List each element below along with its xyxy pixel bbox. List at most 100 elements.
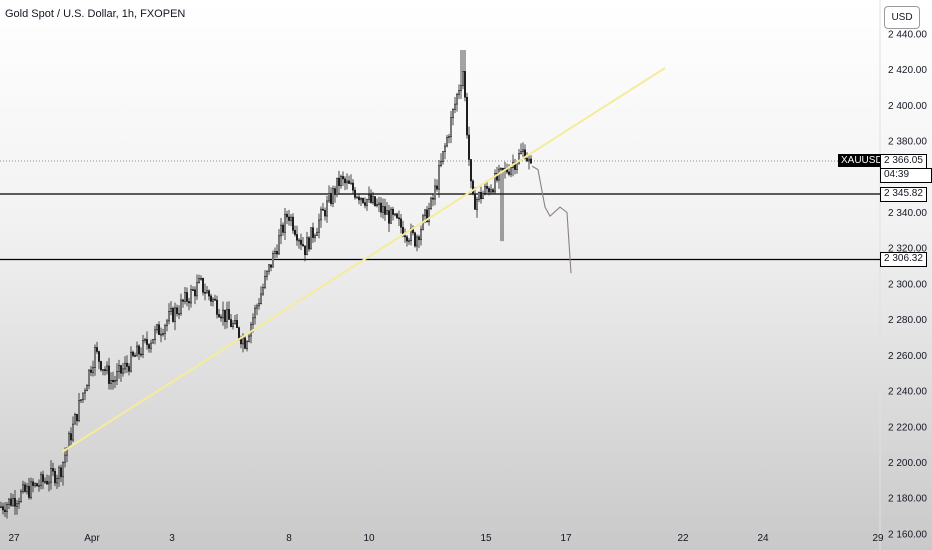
candle-body [192, 289, 195, 291]
candle-body [14, 498, 17, 507]
candle-body [365, 199, 368, 206]
candle-body [96, 347, 99, 352]
candle-body [186, 292, 189, 302]
candle-body [162, 333, 165, 335]
candle-body [475, 199, 478, 210]
candle-body [291, 216, 294, 231]
candle-body [25, 485, 28, 492]
candle-body [385, 210, 388, 215]
candle-body [196, 282, 199, 297]
candle-body [321, 208, 324, 211]
candle-body [31, 481, 34, 486]
candle-body [469, 159, 472, 182]
candle-body [473, 193, 476, 210]
candle-body [130, 351, 133, 372]
candle-body [49, 468, 52, 483]
candle-body [393, 213, 396, 216]
candle-body [319, 208, 322, 221]
candle-body [246, 341, 249, 349]
candle-body [451, 109, 454, 119]
candle-body [236, 320, 239, 328]
candle-body [98, 351, 101, 362]
candle-body [455, 94, 458, 105]
candle-body [377, 202, 380, 205]
candle-body [94, 347, 97, 368]
candle-body [391, 208, 394, 215]
candle-body [112, 380, 115, 383]
candle-body [108, 365, 111, 384]
candle-body [299, 239, 302, 245]
candle-body [317, 219, 320, 233]
candle-body [208, 290, 211, 297]
candle-body [471, 180, 474, 195]
candle-body [425, 209, 428, 223]
candle-body [301, 244, 304, 247]
candle-body [210, 295, 213, 302]
candle-body [76, 413, 79, 422]
candle-body [417, 236, 420, 241]
trendline[interactable] [61, 67, 666, 453]
candle-body [333, 188, 336, 195]
candle-body [433, 185, 436, 200]
candle-body [313, 235, 316, 238]
candle-body [168, 311, 171, 322]
candle-body [146, 339, 149, 345]
candle-body [118, 365, 121, 372]
candle-body [122, 368, 125, 374]
candle-body [15, 503, 18, 507]
candle-body [521, 149, 524, 153]
countdown-tag: 04:39 [880, 168, 932, 183]
candle-body [238, 327, 241, 339]
candle-body [487, 188, 490, 193]
candle-body [353, 189, 356, 198]
candle-body [176, 307, 179, 314]
candle-body [389, 208, 392, 224]
y-tick-label: 2 420.00 [888, 65, 927, 76]
candle-body [289, 216, 292, 221]
candle-body [136, 345, 139, 357]
candle-body [407, 240, 410, 243]
y-tick-label: 2 400.00 [888, 101, 927, 112]
candle-body [4, 509, 7, 512]
y-tick-label: 2 220.00 [888, 422, 927, 433]
candle-body [51, 468, 54, 472]
candle-body [142, 339, 145, 355]
candle-body [349, 182, 352, 185]
candle-body [35, 483, 38, 487]
candle-body [152, 339, 155, 344]
candle-body [230, 319, 233, 327]
candle-body [465, 96, 468, 136]
candle-body [78, 400, 81, 422]
candle-body [527, 158, 530, 162]
price-axis[interactable]: 2 160.00 2 180.00 2 200.00 2 220.00 2 240.00… [888, 29, 927, 540]
candle-body [164, 325, 167, 334]
time-axis[interactable]: 27 Apr 3 8 10 15 17 22 24 29 [8, 533, 884, 544]
candle-body [242, 337, 245, 345]
candle-body [463, 71, 466, 98]
candle-body [477, 192, 480, 200]
candle-body [100, 361, 103, 371]
candle-body [6, 504, 9, 512]
candle-body [267, 264, 270, 272]
currency-button[interactable]: USD [884, 6, 920, 29]
candle-body [86, 385, 89, 392]
candle-body [283, 213, 286, 233]
candle-body [357, 196, 360, 201]
candle-body [259, 293, 262, 304]
candle-body [68, 433, 71, 449]
candle-body [517, 153, 520, 164]
candle-body [415, 236, 418, 247]
candle-body [222, 309, 225, 319]
candle-body [275, 251, 278, 255]
candle-body [53, 470, 56, 484]
candle-body [257, 303, 260, 307]
candle-body [339, 176, 342, 186]
candle-body [45, 480, 48, 485]
candle-body [467, 134, 470, 160]
symbol-tag: XAUUSD [838, 154, 886, 167]
candle-body [315, 231, 318, 236]
candle-body [128, 366, 131, 372]
x-tick-label: 24 [757, 533, 769, 544]
candle-body [174, 307, 177, 322]
